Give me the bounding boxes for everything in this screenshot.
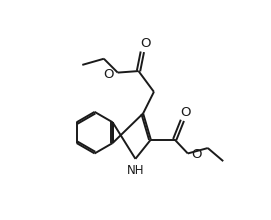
- Text: O: O: [191, 148, 202, 161]
- Text: O: O: [103, 68, 114, 81]
- Text: O: O: [140, 37, 151, 50]
- Text: O: O: [180, 106, 191, 119]
- Text: NH: NH: [127, 164, 144, 177]
